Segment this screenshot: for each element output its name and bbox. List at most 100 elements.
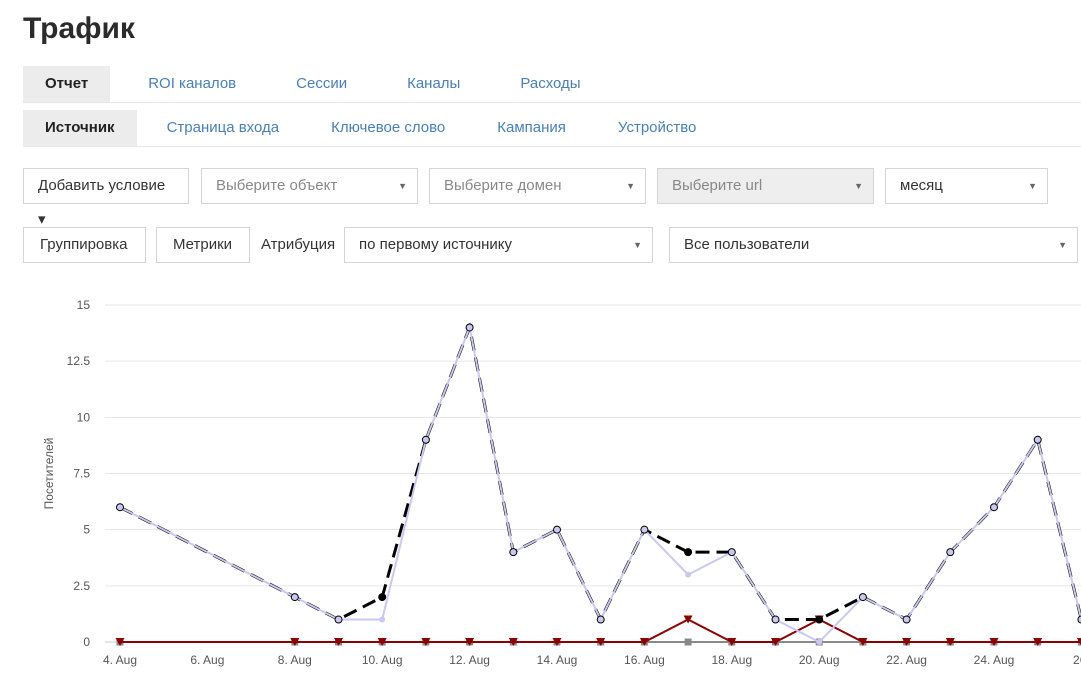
series-point	[641, 526, 648, 533]
series-point	[335, 616, 342, 623]
x-tick-label: 24. Aug	[974, 653, 1015, 667]
series-point	[859, 594, 866, 601]
chevron-down-icon: ▼	[854, 181, 863, 191]
x-tick-label: 16. Aug	[624, 653, 665, 667]
series-point	[115, 638, 125, 646]
url-select[interactable]: Выберите url ▼	[657, 168, 874, 204]
series-point	[639, 638, 649, 646]
attribution-select-value: по первому источнику	[359, 236, 513, 253]
dimension-tabs: Источник Страница входа Ключевое слово К…	[23, 110, 1081, 147]
series-point	[597, 616, 604, 623]
series-point	[552, 638, 562, 646]
chevron-down-icon: ▼	[633, 240, 642, 250]
y-tick-label: 5	[83, 523, 90, 537]
series-point	[422, 436, 429, 443]
series-point	[117, 504, 123, 511]
metrics-button[interactable]: Метрики	[156, 227, 250, 263]
series-point	[554, 526, 560, 533]
series-point	[685, 571, 692, 578]
domain-select-placeholder: Выберите домен	[444, 177, 562, 194]
series-point	[465, 638, 475, 646]
period-select-value: месяц	[900, 177, 943, 194]
series-point	[772, 616, 779, 623]
series-point	[291, 594, 298, 601]
chevron-down-icon: ▼	[626, 181, 635, 191]
tab-device[interactable]: Устройство	[617, 119, 697, 136]
y-tick-label: 12.5	[67, 354, 91, 368]
object-select-placeholder: Выберите объект	[216, 177, 338, 194]
series-point	[815, 615, 824, 624]
x-tick-label: 18. Aug	[711, 653, 752, 667]
tab-source[interactable]: Источник	[23, 110, 137, 146]
users-select[interactable]: Все пользователи ▼	[669, 227, 1078, 263]
tab-keyword[interactable]: Ключевое слово	[331, 119, 446, 136]
x-tick-label: 4. Aug	[103, 653, 137, 667]
users-select-value: Все пользователи	[684, 236, 810, 253]
tab-landing-page[interactable]: Страница входа	[166, 119, 280, 136]
series-point	[596, 638, 606, 646]
series-point	[727, 638, 737, 646]
tab-channels[interactable]: Каналы	[407, 75, 461, 92]
series-point	[1033, 638, 1043, 646]
page-title: Трафик	[23, 12, 135, 45]
tab-expenses[interactable]: Расходы	[520, 75, 581, 92]
series-point	[510, 549, 517, 556]
series-line	[119, 323, 1081, 644]
series-point	[1076, 638, 1081, 646]
series-point	[334, 638, 343, 646]
main-tabs: Отчет ROI каналов Сессии Каналы Расходы	[23, 66, 1081, 103]
series-point	[1078, 616, 1081, 623]
period-select[interactable]: месяц ▼	[885, 168, 1048, 204]
y-tick-label: 15	[77, 298, 91, 312]
series-point	[466, 324, 473, 331]
series-point	[902, 638, 912, 646]
series-point	[421, 638, 431, 646]
series-point	[771, 638, 780, 646]
x-tick-label: 6. Aug	[190, 653, 224, 667]
attribution-select[interactable]: по первому источнику ▼	[344, 227, 653, 263]
tab-report[interactable]: Отчет	[23, 66, 111, 102]
series-point	[378, 593, 387, 602]
series-point	[684, 638, 692, 646]
series-point	[379, 616, 386, 623]
series-point	[945, 638, 955, 646]
x-tick-label: 12. Aug	[449, 653, 490, 667]
series-point	[508, 638, 518, 646]
grouping-button[interactable]: Группировка	[23, 227, 146, 263]
tab-sessions[interactable]: Сессии	[296, 75, 348, 92]
x-tick-label: 26.	[1073, 653, 1081, 667]
y-tick-label: 10	[77, 410, 91, 424]
series-point	[290, 638, 300, 646]
series-point	[903, 616, 910, 623]
visitors-line-chart: 0 2.5 5 7.5 10 12.5 15 Посетителей 4. Aug 6. Aug 8…	[42, 298, 1081, 667]
domain-select[interactable]: Выберите домен ▼	[429, 168, 646, 204]
series-point	[683, 615, 693, 624]
y-tick-label: 2.5	[73, 579, 90, 593]
x-tick-label: 8. Aug	[278, 653, 312, 667]
series-point	[816, 639, 823, 645]
object-select[interactable]: Выберите объект ▼	[201, 168, 418, 204]
chevron-down-icon: ▼	[1028, 181, 1037, 191]
chevron-down-icon: ▼	[1058, 240, 1067, 250]
add-condition-button[interactable]: Добавить условие ▾	[23, 168, 189, 228]
y-tick-label: 7.5	[73, 467, 90, 481]
attribution-label: Атрибуция	[261, 236, 336, 253]
y-tick-label: 0	[83, 635, 90, 649]
series-point	[989, 638, 999, 646]
series-point	[991, 504, 997, 511]
series-point	[684, 548, 693, 557]
x-tick-label: 10. Aug	[362, 653, 403, 667]
y-axis-label: Посетителей	[42, 438, 56, 510]
series-point	[947, 549, 954, 556]
x-tick-label: 14. Aug	[537, 653, 578, 667]
url-select-placeholder: Выберите url	[672, 177, 763, 194]
series-point	[728, 549, 735, 556]
series-point	[858, 638, 868, 646]
series-line	[120, 618, 1081, 643]
series-point	[1034, 436, 1041, 443]
series-point	[377, 638, 387, 646]
tab-roi-channels[interactable]: ROI каналов	[148, 75, 237, 92]
x-tick-label: 22. Aug	[886, 653, 927, 667]
tab-campaign[interactable]: Кампания	[497, 119, 566, 136]
x-tick-label: 20. Aug	[799, 653, 840, 667]
